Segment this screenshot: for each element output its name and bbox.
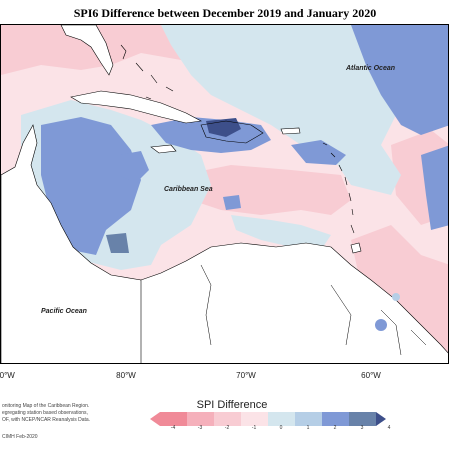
legend-swatch-6	[295, 412, 322, 426]
legend-colorbar	[150, 412, 386, 426]
pink-region-central	[181, 165, 351, 215]
note-line: egregating station based observations,	[2, 410, 88, 416]
map-canvas: Atlantic Ocean Caribbean Sea Pacific Oce…	[1, 25, 448, 363]
blue-region-east	[421, 145, 448, 230]
legend-arrow-right	[376, 412, 386, 426]
legend-arrow-left	[150, 412, 160, 426]
blue-spot-east	[392, 293, 400, 301]
legend-swatch-8	[349, 412, 376, 426]
land-puerto-rico	[280, 127, 301, 135]
label-caribbean-sea: Caribbean Sea	[164, 186, 213, 193]
legend-tick: -1	[251, 425, 257, 431]
legend-swatch-2	[187, 412, 214, 426]
land-south-america	[140, 242, 448, 363]
legend-tick: 0	[279, 425, 283, 431]
legend-tick: -2	[224, 425, 230, 431]
legend-swatch-3	[214, 412, 241, 426]
land-jamaica	[150, 144, 177, 154]
land-lesser-antilles	[322, 142, 355, 234]
land-cuba	[70, 90, 202, 124]
land-hispaniola	[200, 120, 264, 144]
blue-region-hispaniola	[151, 117, 271, 153]
legend-tick: 3	[360, 425, 364, 431]
legend-swatch-7	[322, 412, 349, 426]
longitude-label-70w: 70°W	[236, 371, 256, 380]
land-florida	[60, 25, 114, 76]
note-line: onitoring Map of the Caribbean Region.	[2, 403, 90, 409]
map-note: onitoring Map of the Caribbean Region. e…	[2, 403, 122, 424]
legend-tick: -3	[197, 425, 203, 431]
blue-region-jamaica	[119, 151, 149, 183]
map-panel: Atlantic Ocean Caribbean Sea Pacific Oce…	[0, 24, 449, 364]
longitude-label-80w: 80°W	[116, 371, 136, 380]
legend-tick: 4	[387, 425, 391, 431]
label-pacific-ocean: Pacific Ocean	[41, 308, 87, 315]
legend-swatch-4	[241, 412, 268, 426]
dark-blue-region-west	[106, 233, 129, 253]
blue-spot-guyana	[375, 319, 387, 331]
blue-region-north-east	[351, 25, 448, 135]
blue-region-east-caribbean	[291, 140, 346, 165]
legend-title: SPI Difference	[196, 399, 268, 411]
land-bahamas	[120, 44, 174, 100]
note-line: OF, with NCEP/NCAR Reanalysis Data.	[2, 417, 91, 423]
legend-tick: -4	[170, 425, 176, 431]
longitude-label-90w: 90°W	[0, 371, 15, 380]
legend-tick: 1	[306, 425, 310, 431]
land-borders	[200, 264, 427, 356]
legend-tick: 2	[333, 425, 337, 431]
blue-region-central-blob	[223, 195, 241, 210]
map-title: SPI6 Difference between December 2019 an…	[73, 6, 377, 20]
legend-swatch-5	[268, 412, 295, 426]
blue-region-west	[41, 117, 141, 255]
label-atlantic-ocean: Atlantic Ocean	[345, 65, 395, 72]
light-blue-region-central	[231, 215, 331, 250]
longitude-label-60w: 60°W	[361, 371, 381, 380]
land-trinidad	[350, 242, 362, 254]
copyright-text: CIMH Feb-2020	[2, 434, 38, 440]
legend-swatch-1	[160, 412, 187, 426]
